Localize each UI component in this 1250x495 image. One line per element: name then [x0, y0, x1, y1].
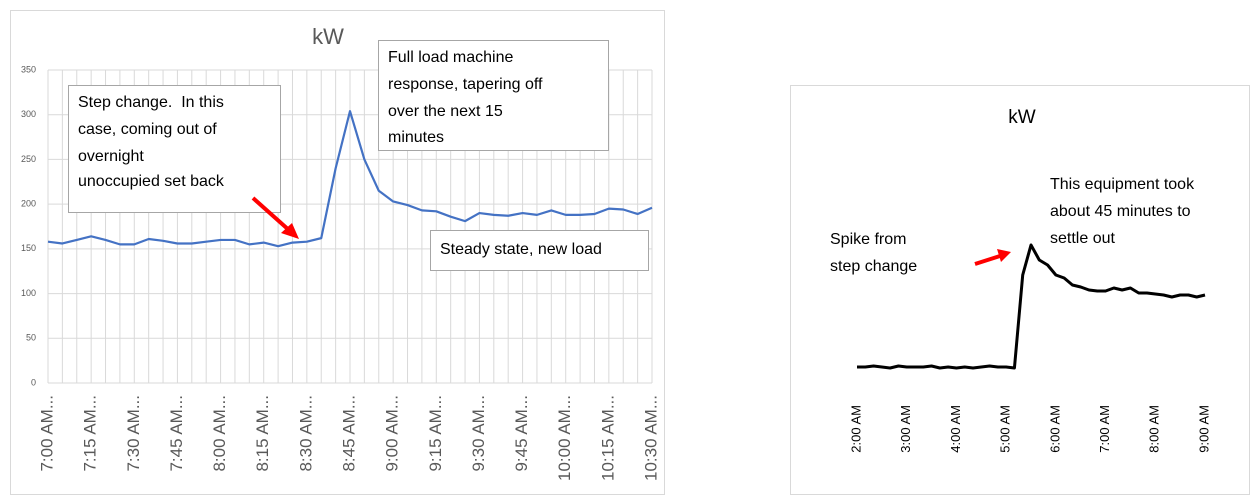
chart-title: kW — [1008, 107, 1036, 128]
x-tick-label: 8:45 AM... — [339, 395, 358, 472]
annotation: settle out — [1050, 230, 1115, 247]
chart-title: kW — [312, 24, 344, 49]
y-tick-label: 350 — [21, 64, 36, 74]
x-tick-label: 7:00 AM — [1097, 405, 1112, 453]
x-tick-label: 9:45 AM... — [512, 395, 531, 472]
annotation: step change — [830, 258, 917, 275]
annotation: Spike from — [830, 231, 906, 248]
x-tick-label: 3:00 AM — [898, 405, 913, 453]
x-tick-label: 8:30 AM... — [296, 395, 315, 472]
arrow — [251, 196, 292, 233]
annotation: about 45 minutes to — [1050, 203, 1191, 220]
arrow — [974, 254, 1001, 266]
y-tick-label: 0 — [31, 377, 36, 387]
x-tick-label: 7:45 AM... — [167, 395, 186, 472]
x-tick-label: 10:00 AM... — [555, 395, 574, 481]
annotation: unoccupied set back — [78, 173, 225, 190]
x-tick-label: 8:00 AM — [1147, 405, 1162, 453]
arrow-head — [281, 223, 299, 239]
x-tick-label: 9:30 AM... — [469, 395, 488, 472]
annotation: This equipment took — [1050, 176, 1195, 193]
data-line — [47, 110, 653, 248]
x-tick-label: 10:15 AM... — [598, 395, 617, 481]
x-tick-label: 7:15 AM... — [81, 395, 100, 472]
x-tick-label: 8:00 AM... — [210, 395, 229, 472]
annotation: minutes — [388, 129, 444, 146]
x-tick-label: 10:30 AM... — [641, 395, 660, 481]
annotation: overnight — [78, 148, 144, 165]
y-tick-label: 150 — [21, 243, 36, 253]
annotation-box — [430, 230, 649, 271]
annotation: Full load machine — [388, 49, 514, 66]
x-tick-label: 2:00 AM — [848, 405, 863, 453]
arrow-head — [997, 249, 1011, 262]
x-tick-label: 9:00 AM — [1196, 405, 1211, 453]
y-tick-label: 300 — [21, 109, 36, 119]
x-tick-label: 7:00 AM... — [37, 395, 56, 472]
annotation: case, coming out of — [78, 121, 217, 138]
x-tick-label: 5:00 AM — [998, 405, 1013, 453]
annotation: Steady state, new load — [440, 241, 602, 258]
y-tick-label: 50 — [26, 333, 36, 343]
annotation: Step change. In this — [78, 94, 224, 111]
annotation: response, tapering off — [388, 76, 543, 93]
y-tick-label: 250 — [21, 154, 36, 164]
annotation-box — [68, 85, 281, 213]
y-tick-label: 200 — [21, 199, 36, 209]
x-tick-label: 9:15 AM... — [426, 395, 445, 472]
data-line — [857, 243, 1206, 370]
x-tick-label: 8:15 AM... — [253, 395, 272, 472]
chart-1: 2:00 AM 3:00 AM 4:00 AM 5:00 AM 6:00 AM 7:00 … — [848, 243, 1211, 453]
annotation-box — [378, 40, 609, 151]
annotation: over the next 15 — [388, 103, 503, 120]
x-tick-label: 9:00 AM... — [383, 395, 402, 472]
x-tick-label: 7:30 AM... — [124, 395, 143, 472]
x-tick-label: 6:00 AM — [1047, 405, 1062, 453]
x-tick-label: 4:00 AM — [948, 405, 963, 453]
y-tick-label: 100 — [21, 288, 36, 298]
